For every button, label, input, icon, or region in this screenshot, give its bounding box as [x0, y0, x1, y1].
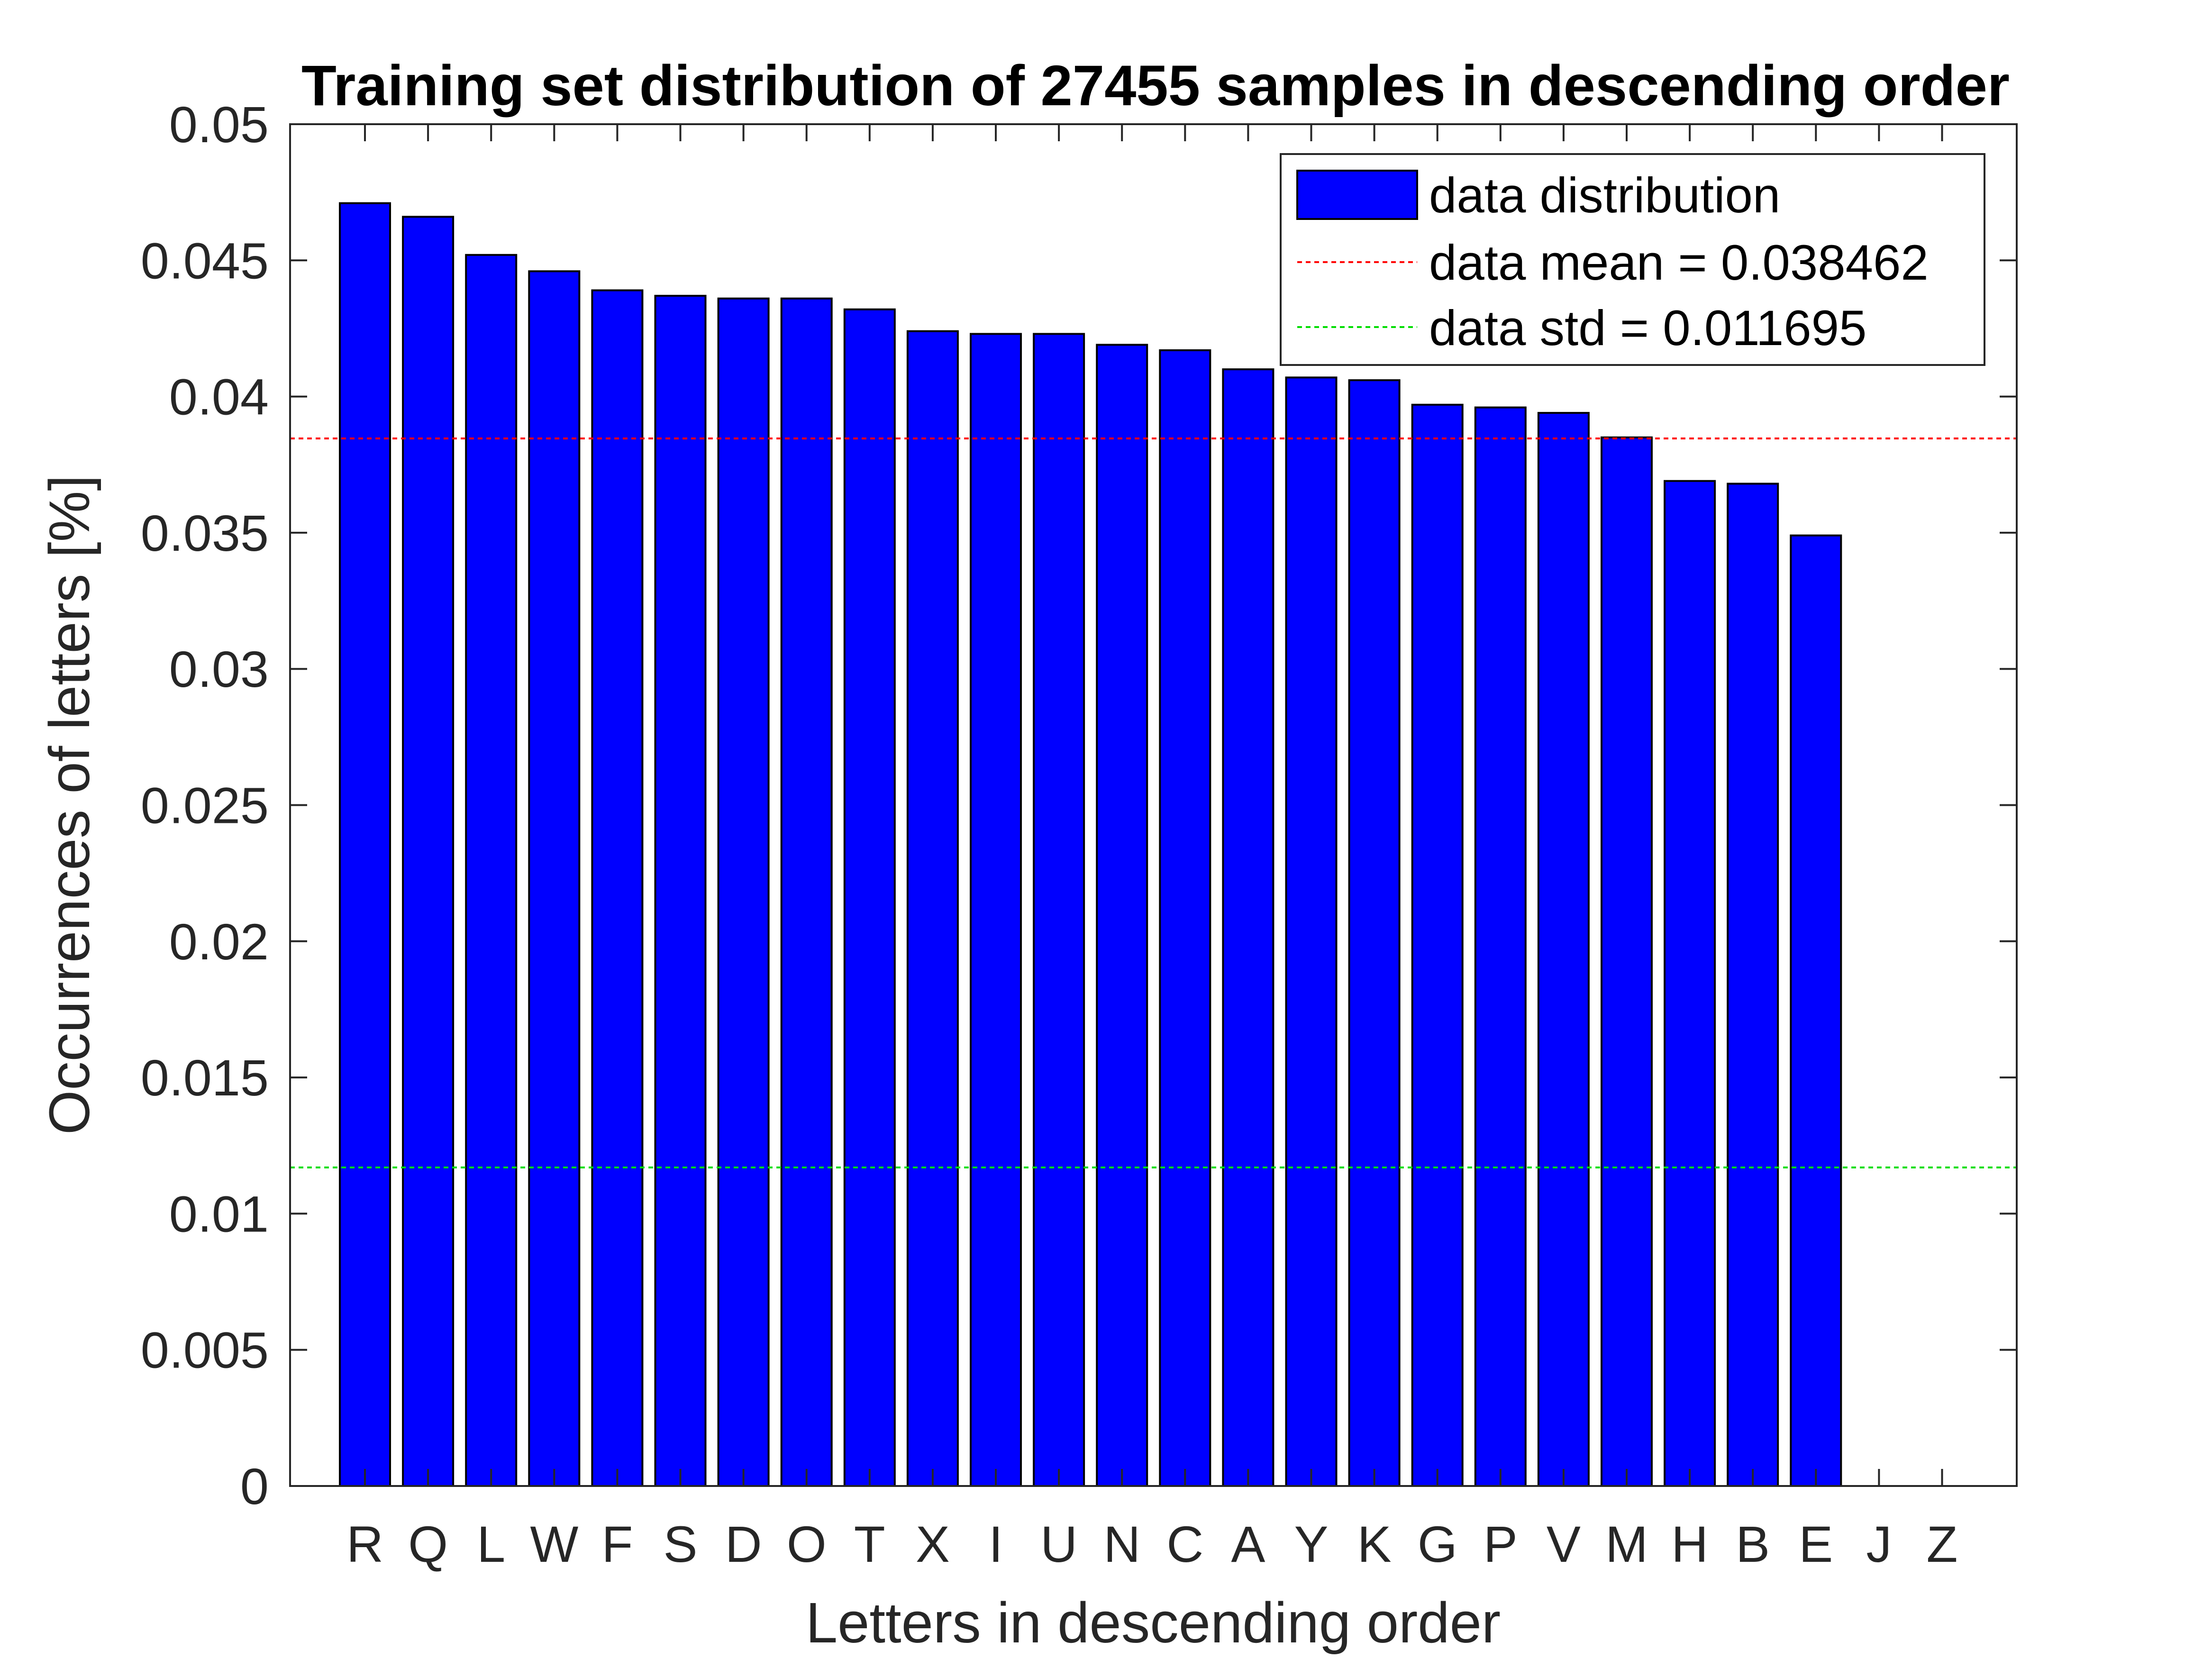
bar-M [1601, 436, 1653, 1487]
y-tick-label: 0.045 [141, 232, 269, 289]
bar-D [717, 297, 770, 1487]
x-tick-label-X: X [916, 1515, 950, 1573]
x-axis-label: Letters in descending order [806, 1590, 1501, 1655]
bar-O [780, 297, 833, 1487]
plot-border [289, 123, 2018, 1487]
bar-Y [1285, 376, 1338, 1487]
x-tick-label-E: E [1799, 1515, 1833, 1573]
bar-V [1537, 412, 1590, 1487]
legend-entry-std: data std = 0.011695 [1429, 301, 1866, 356]
x-tick-label-P: P [1484, 1515, 1518, 1573]
bar-G [1411, 403, 1464, 1487]
y-tick-label: 0.05 [169, 96, 269, 153]
bar-L [465, 254, 518, 1487]
legend-entry-distribution: data distribution [1429, 168, 1780, 223]
bar-A [1222, 368, 1274, 1487]
bar-S [654, 294, 707, 1487]
x-tick-label-U: U [1040, 1515, 1077, 1573]
x-tick-label-R: R [346, 1515, 383, 1573]
bar-N [1096, 344, 1148, 1487]
legend-swatch-bars [1296, 170, 1418, 220]
y-tick-label: 0.01 [169, 1185, 269, 1242]
bar-P [1474, 406, 1527, 1487]
x-tick-label-J: J [1866, 1515, 1892, 1573]
y-tick-label: 0.015 [141, 1049, 269, 1106]
bar-E [1790, 534, 1842, 1487]
bar-T [843, 308, 896, 1487]
bar-C [1159, 349, 1211, 1487]
legend-entry-mean: data mean = 0.038462 [1429, 235, 1929, 291]
x-tick-label-N: N [1103, 1515, 1140, 1573]
x-tick-label-G: G [1418, 1515, 1457, 1573]
x-tick-label-H: H [1671, 1515, 1708, 1573]
x-tick-label-B: B [1736, 1515, 1770, 1573]
bar-I [970, 333, 1022, 1487]
reference-lines [290, 437, 2017, 1169]
legend: data distribution data mean = 0.038462 d… [1280, 153, 1985, 366]
x-tick-label-W: W [530, 1515, 578, 1573]
bar-F [591, 289, 644, 1487]
x-tick-label-Y: Y [1294, 1515, 1328, 1573]
x-tick-label-K: K [1357, 1515, 1392, 1573]
bars [339, 202, 1842, 1487]
bar-B [1727, 483, 1779, 1487]
x-tick-label-O: O [787, 1515, 827, 1573]
x-tick-label-F: F [601, 1515, 633, 1573]
x-tick-label-D: D [725, 1515, 762, 1573]
bar-K [1348, 379, 1401, 1487]
bar-H [1664, 480, 1716, 1487]
x-tick-label-S: S [663, 1515, 697, 1573]
x-tick-label-I: I [989, 1515, 1003, 1573]
x-tick-label-L: L [477, 1515, 505, 1573]
y-tick-label: 0.02 [169, 913, 269, 970]
y-tick-label: 0.04 [169, 368, 269, 426]
bar-U [1033, 333, 1085, 1487]
x-tick-label-Z: Z [1927, 1515, 1958, 1573]
bar-Q [402, 216, 455, 1487]
x-tick-label-Q: Q [408, 1515, 448, 1573]
x-tick-label-A: A [1231, 1515, 1265, 1573]
x-tick-label-C: C [1166, 1515, 1203, 1573]
y-tick-label: 0.03 [169, 640, 269, 698]
y-axis-label: Occurrences of letters [%] [37, 475, 101, 1135]
y-axis: 0 0.005 0.01 0.015 0.02 0.025 0.03 0.035 0.04 0.0… [141, 96, 2017, 1515]
x-tick-label-V: V [1547, 1515, 1581, 1573]
bar-X [906, 330, 959, 1487]
y-tick-label: 0.025 [141, 777, 269, 834]
x-tick-label-M: M [1605, 1515, 1648, 1573]
y-tick-label: 0.035 [141, 504, 269, 562]
y-tick-label: 0 [240, 1458, 269, 1515]
chart-title: Training set distribution of 27455 sampl… [301, 53, 2010, 118]
bar-R [339, 202, 391, 1487]
bar-W [528, 270, 581, 1487]
y-tick-label: 0.005 [141, 1322, 269, 1379]
x-tick-label-T: T [854, 1515, 885, 1573]
